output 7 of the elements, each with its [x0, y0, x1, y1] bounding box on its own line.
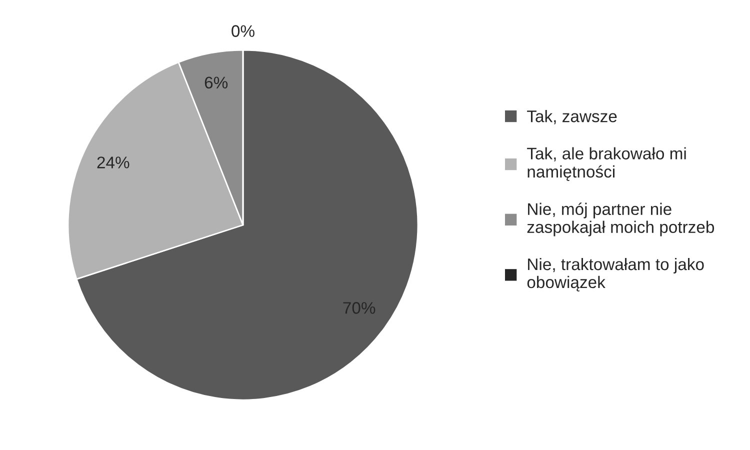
text: 0%	[232, 25, 254, 37]
data-label: 6%	[204, 76, 228, 89]
legend-label: Tak, zawsze	[527, 110, 617, 124]
legend-label: Nie, traktowałam to jako obowiązek	[527, 258, 704, 292]
legend-label: Tak, ale brakowało mi namiętności	[527, 147, 686, 181]
data-label: 24%	[97, 156, 130, 168]
legend-label: Nie, mój partner nie zaspokajał moich potrzeb	[527, 202, 714, 236]
